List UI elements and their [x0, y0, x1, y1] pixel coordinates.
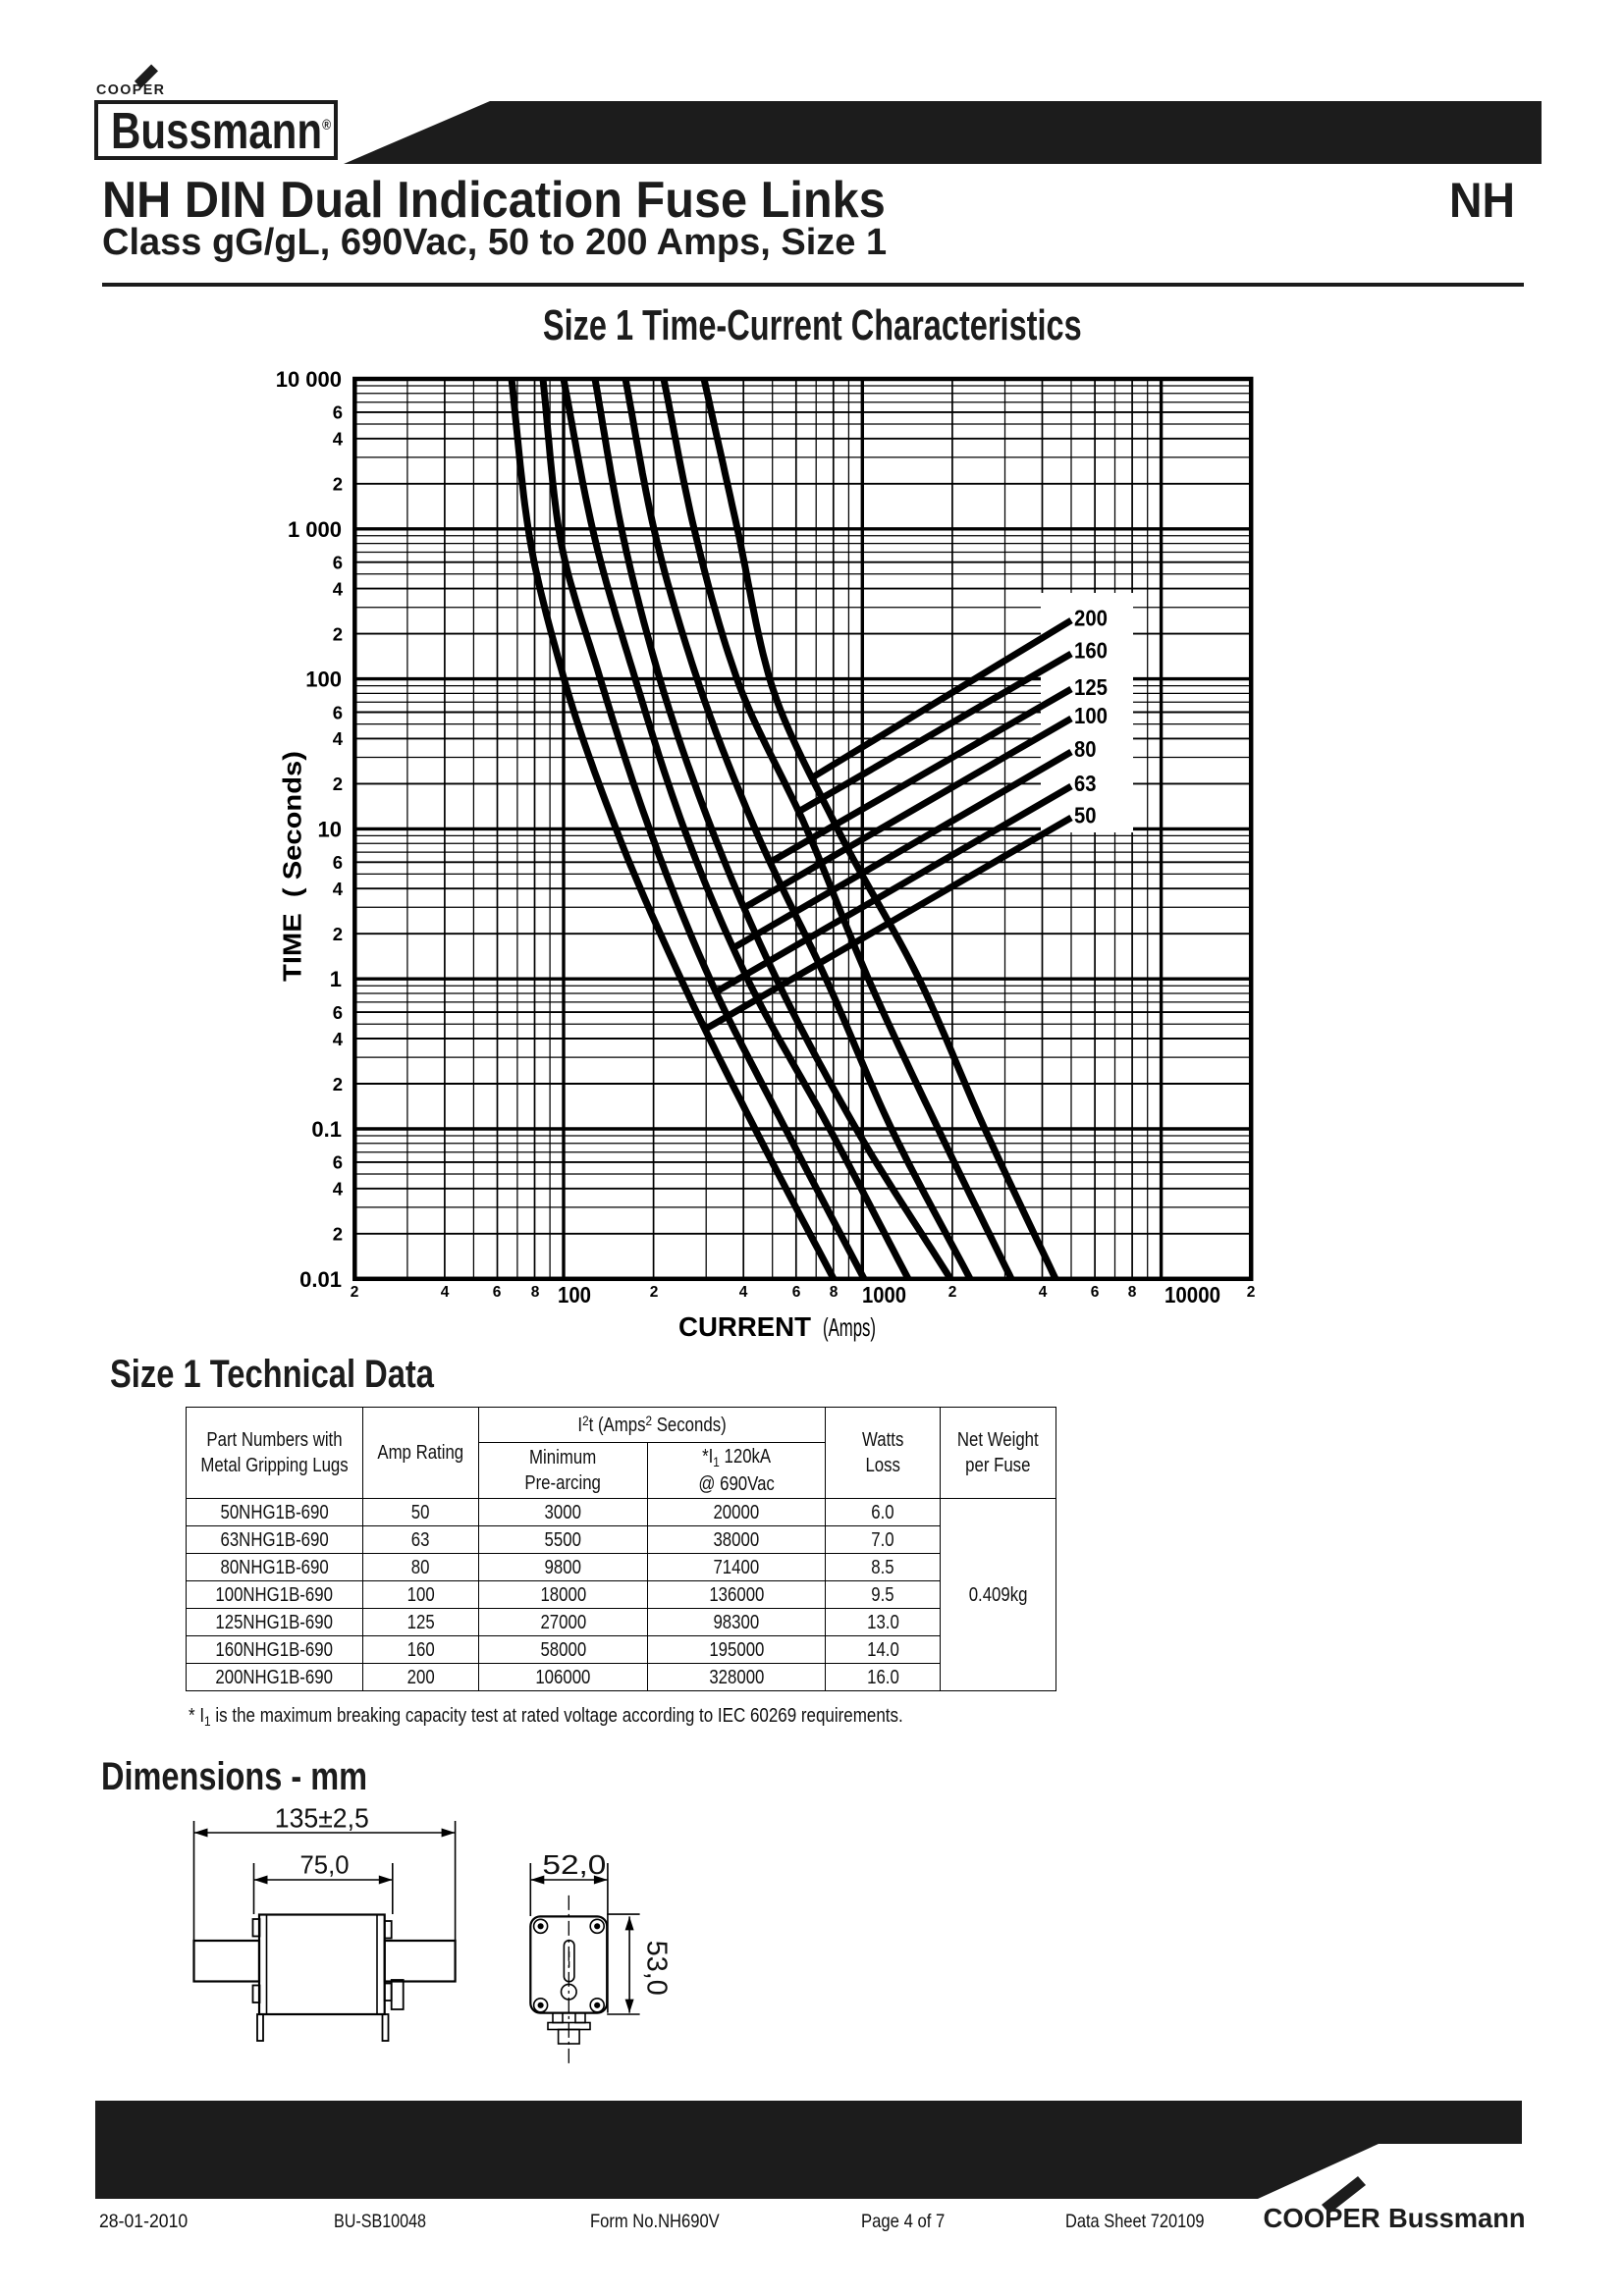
svg-text:6: 6: [792, 1284, 801, 1301]
svg-text:(Amps): (Amps): [823, 1312, 876, 1342]
svg-text:80: 80: [1074, 736, 1097, 762]
svg-text:135±2,5: 135±2,5: [275, 1802, 369, 1833]
svg-text:6: 6: [333, 852, 343, 873]
svg-text:160: 160: [1074, 638, 1108, 664]
svg-text:4: 4: [333, 578, 344, 599]
svg-text:2: 2: [333, 474, 343, 495]
svg-text:2: 2: [650, 1284, 659, 1301]
svg-text:1000: 1000: [862, 1282, 906, 1308]
svg-text:0.1: 0.1: [311, 1117, 342, 1142]
svg-text:2: 2: [333, 623, 343, 644]
svg-text:4: 4: [739, 1284, 748, 1301]
svg-text:4: 4: [333, 429, 344, 450]
svg-text:6: 6: [333, 1002, 343, 1023]
svg-text:4: 4: [333, 1029, 344, 1049]
svg-text:10: 10: [318, 817, 342, 841]
svg-text:2: 2: [333, 774, 343, 794]
svg-text:75,0: 75,0: [300, 1852, 350, 1880]
svg-text:2: 2: [1247, 1284, 1256, 1301]
svg-text:2: 2: [351, 1284, 359, 1301]
svg-text:4: 4: [441, 1284, 450, 1301]
svg-text:1 000: 1 000: [288, 517, 342, 542]
svg-text:6: 6: [333, 402, 343, 423]
svg-text:4: 4: [333, 1179, 344, 1200]
svg-text:125: 125: [1074, 674, 1108, 700]
svg-text:0.01: 0.01: [299, 1267, 342, 1292]
svg-text:2: 2: [333, 1224, 343, 1245]
svg-text:6: 6: [333, 702, 343, 722]
svg-text:53,0: 53,0: [641, 1941, 673, 1996]
svg-text:TIME ( Seconds): TIME ( Seconds): [278, 751, 307, 982]
svg-text:6: 6: [333, 1152, 343, 1173]
svg-text:100: 100: [305, 667, 342, 692]
svg-text:CURRENT: CURRENT: [678, 1311, 811, 1342]
svg-text:8: 8: [531, 1284, 540, 1301]
svg-text:2: 2: [333, 1074, 343, 1095]
svg-text:6: 6: [1091, 1284, 1100, 1301]
svg-text:8: 8: [1128, 1284, 1137, 1301]
svg-text:2: 2: [948, 1284, 957, 1301]
svg-text:52,0: 52,0: [542, 1849, 606, 1880]
svg-text:10 000: 10 000: [276, 367, 342, 392]
svg-text:1: 1: [330, 967, 342, 991]
svg-text:63: 63: [1074, 771, 1097, 796]
svg-text:100: 100: [558, 1282, 591, 1308]
svg-text:4: 4: [1039, 1284, 1048, 1301]
svg-text:100: 100: [1074, 703, 1108, 728]
svg-text:8: 8: [830, 1284, 839, 1301]
svg-text:4: 4: [333, 728, 344, 749]
svg-text:6: 6: [333, 553, 343, 573]
svg-text:4: 4: [333, 879, 344, 899]
svg-text:6: 6: [493, 1284, 502, 1301]
svg-text:200: 200: [1074, 606, 1108, 631]
svg-text:2: 2: [333, 924, 343, 944]
svg-text:50: 50: [1074, 803, 1097, 828]
svg-text:10000: 10000: [1164, 1282, 1220, 1308]
